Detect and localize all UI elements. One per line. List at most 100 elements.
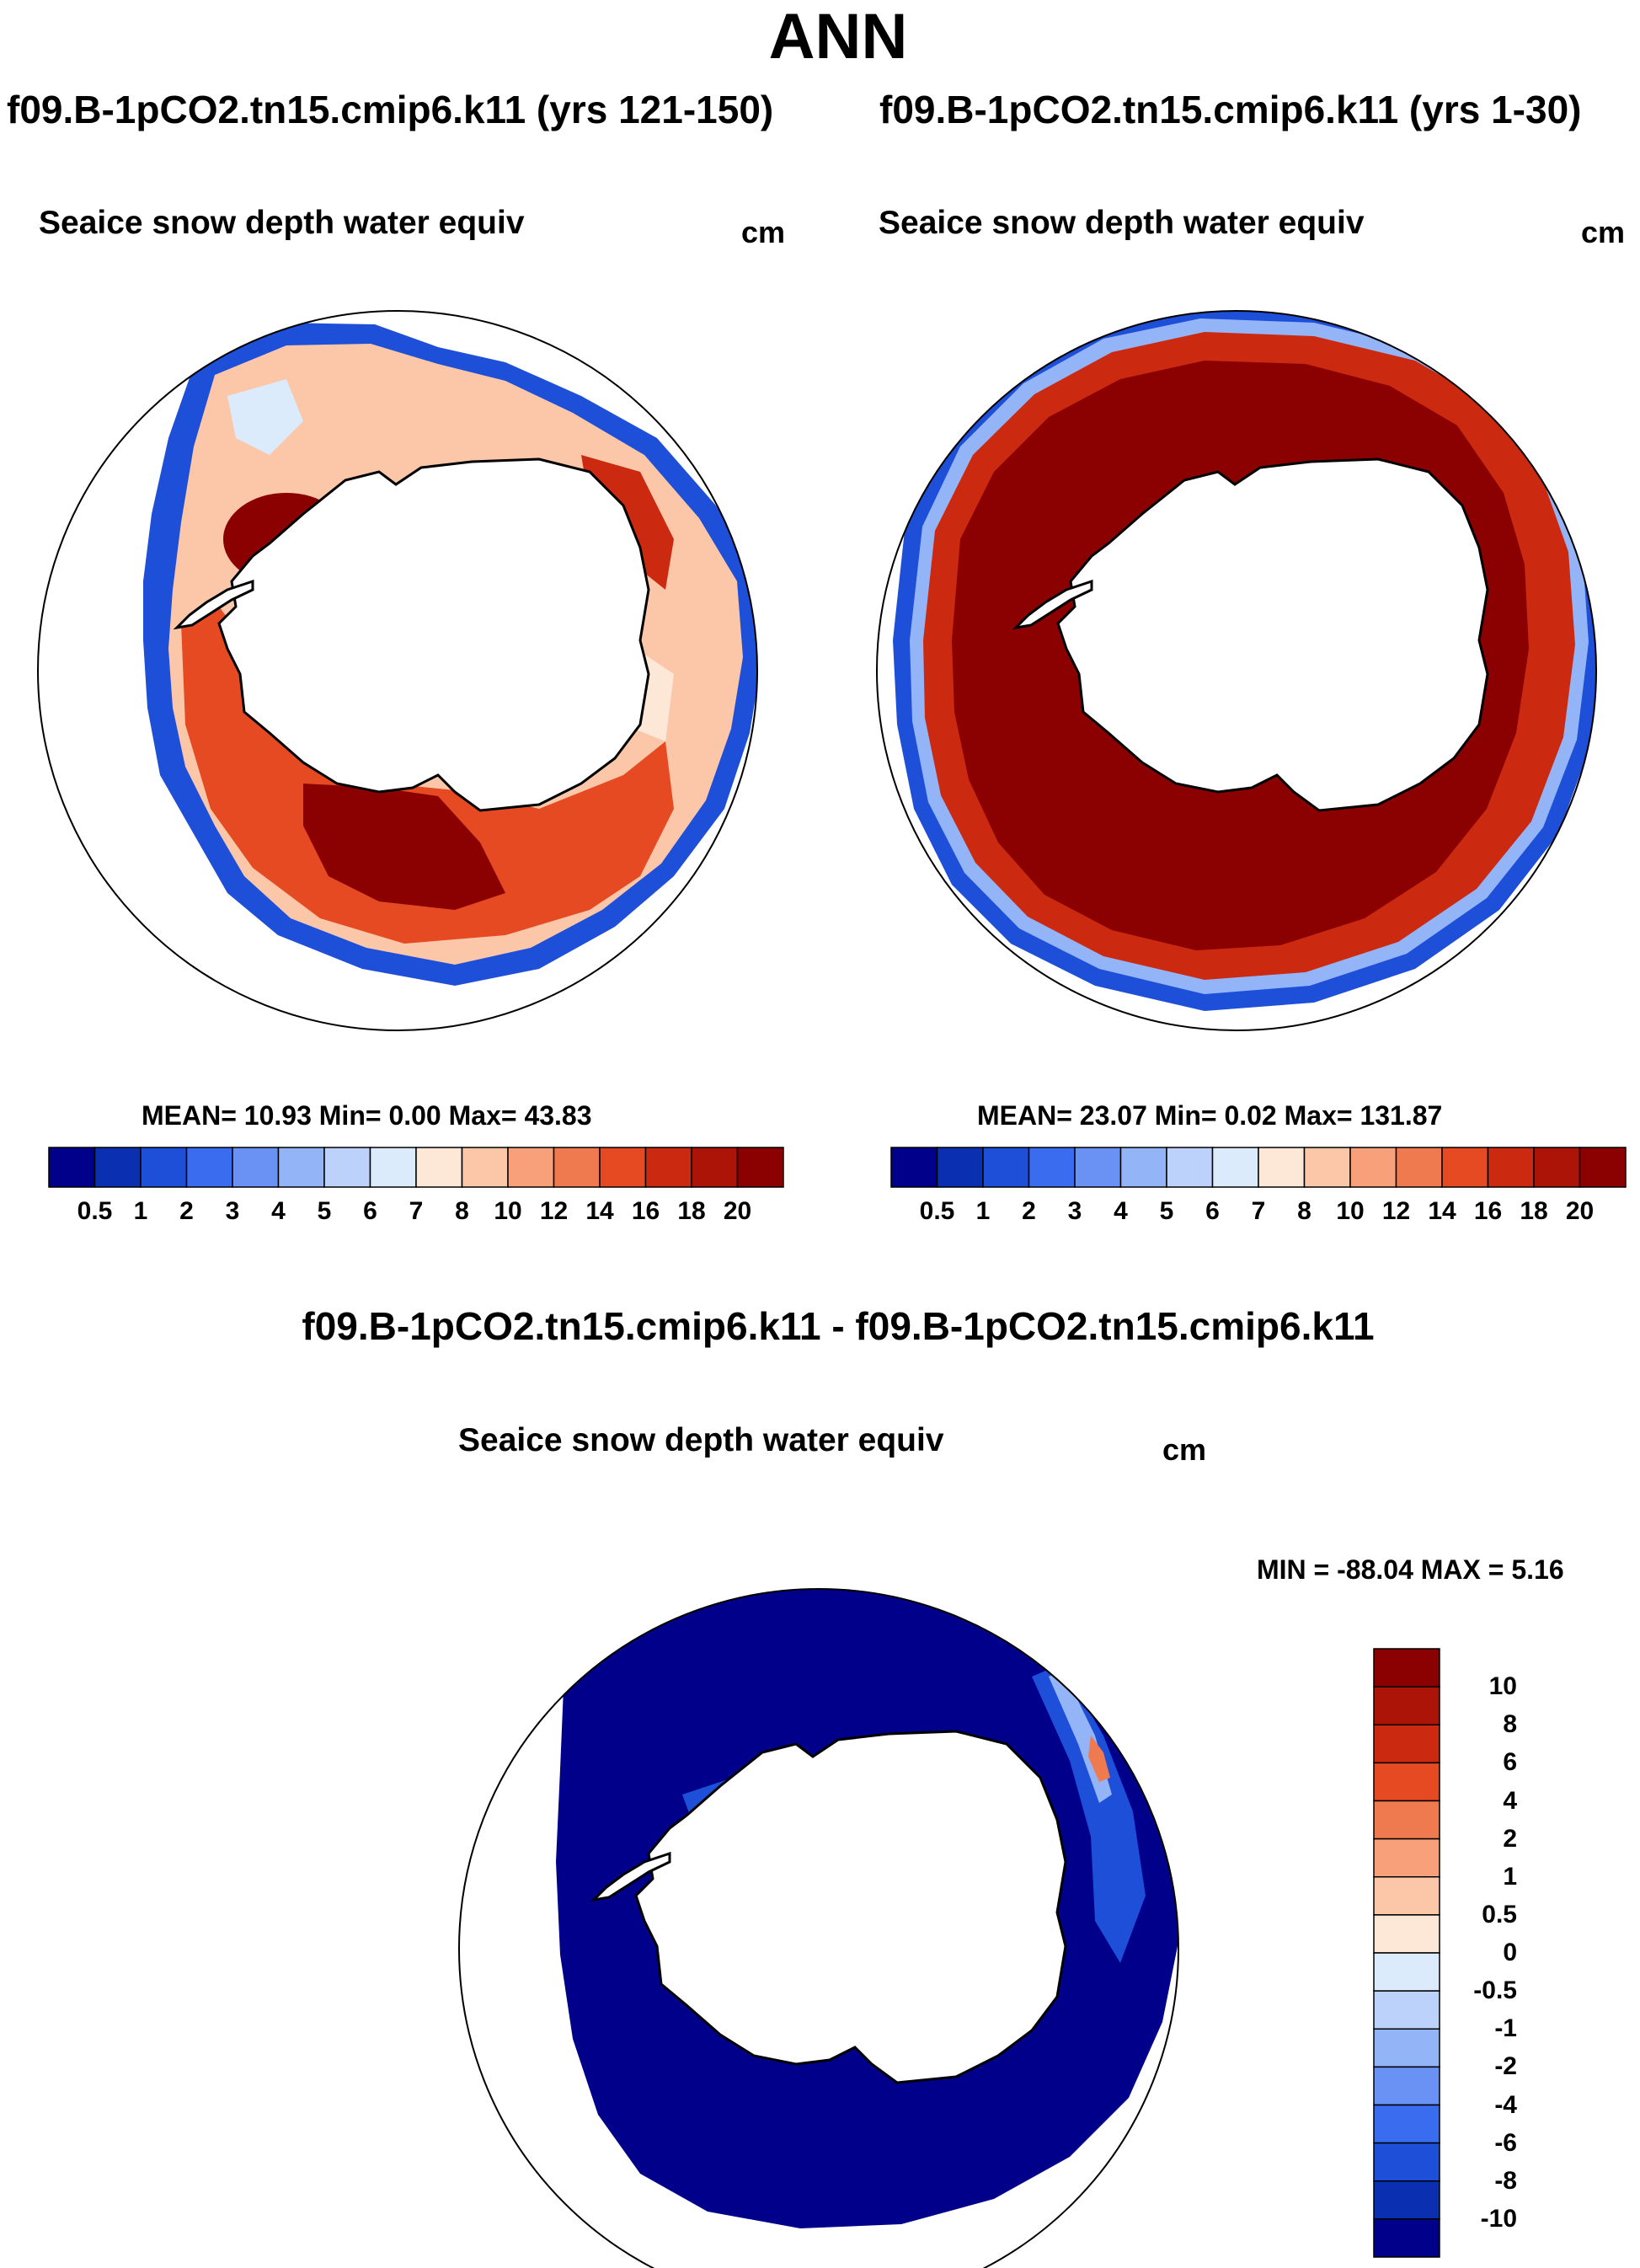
panel2-colorbar-tick-label: 7 [1251, 1197, 1266, 1225]
panel2-colorbar-box [1349, 1147, 1397, 1188]
panel2-colorbar-tick-label: 20 [1565, 1197, 1595, 1225]
panel3-diff-blue-streak [1032, 1664, 1146, 1963]
panel1-colorbar-box [415, 1147, 463, 1188]
panel2-colorbar-box [1303, 1147, 1351, 1188]
panel1-colorbar-box [140, 1147, 188, 1188]
panel3-antarctic-peninsula [590, 1851, 671, 1902]
panel1-case-title: f09.B-1pCO2.tn15.cmip6.k11 (yrs 121-150) [7, 88, 774, 131]
panel3-colorbar-box [1373, 2180, 1440, 2220]
panel2-colorbar-tick-label: 8 [1297, 1197, 1311, 1225]
panel2-colorbar-tick-label: 1 [975, 1197, 991, 1225]
panel3-colorbar-tick-label: 8 [1503, 1710, 1517, 1739]
panel2-antarctica [1056, 457, 1489, 812]
panel3-colorbar-tick-label: 6 [1503, 1748, 1517, 1777]
panel1-colorbar-tick-label: 14 [585, 1197, 614, 1225]
panel2-colorbar [890, 1147, 1627, 1188]
panel1-colorbar-box [736, 1147, 784, 1188]
panel2-units: cm [1581, 215, 1626, 249]
panel1-colorbar-box [323, 1147, 371, 1188]
panel1-colorbar-box [553, 1147, 601, 1188]
panel1-colorbar-tick-label: 7 [409, 1197, 424, 1225]
panel3-map-boundary [458, 1588, 1179, 2268]
panel2-colorbar-box [1441, 1147, 1489, 1188]
panel2-colorbar-box [1533, 1147, 1581, 1188]
panel2-case-title: f09.B-1pCO2.tn15.cmip6.k11 (yrs 1-30) [879, 88, 1582, 131]
panel1-colorbar-tick-label: 20 [723, 1197, 752, 1225]
panel2-colorbar-box [1579, 1147, 1627, 1188]
panel2-colorbar-box [890, 1147, 938, 1188]
panel2-colorbar-box [1166, 1147, 1214, 1188]
panel2-colorbar-box [1258, 1147, 1306, 1188]
panel1-ice-red-lower [181, 607, 674, 944]
panel2-map-boundary [876, 310, 1597, 1031]
panel3-colorbar-tick-label: 1 [1503, 1862, 1517, 1891]
panel3-colorbar-tick-label: 0 [1503, 1939, 1517, 1966]
panel1-colorbar-tick-label: 10 [494, 1197, 522, 1225]
panel2-colorbar-tick-label: 18 [1520, 1197, 1548, 1225]
panel3-colorbar-box [1373, 1990, 1440, 2030]
panel1-ice-darkred-weddell [303, 784, 505, 910]
panel1-colorbar-tick-label: 16 [631, 1197, 660, 1225]
panel1-colorbar-box [644, 1147, 692, 1188]
panel2-colorbar-tick-label: 3 [1067, 1197, 1082, 1225]
panel1-colorbar-box [461, 1147, 509, 1188]
panel3-colorbar-tick-label: -8 [1494, 2166, 1517, 2195]
panel2-colorbar-tick-label: 4 [1114, 1197, 1128, 1225]
panel3-colorbar-box [1373, 1762, 1440, 1802]
panel3-colorbar-tick-label: -2 [1494, 2052, 1517, 2081]
panel3-colorbar-box [1373, 1724, 1440, 1764]
panel1-map-boundary [37, 310, 758, 1031]
panel2-colorbar-tick-label: 10 [1336, 1197, 1365, 1225]
panel1-colorbar-box [599, 1147, 647, 1188]
panel1-ice-pale-patch [227, 379, 303, 455]
panel2-colorbar-tick-label: 2 [1022, 1197, 1036, 1225]
panel3-diff-warm-spot [1088, 1736, 1110, 1782]
panel2-colorbar-box [936, 1147, 984, 1188]
panel1-colorbar-box [691, 1147, 739, 1188]
panel2-colorbar-box [1395, 1147, 1443, 1188]
panel2-stats: MEAN= 23.07 Min= 0.02 Max= 131.87 [977, 1100, 1443, 1131]
panel1-colorbar-tick-label: 6 [363, 1197, 377, 1225]
panel3-colorbar-tick-label: -6 [1494, 2128, 1517, 2157]
panel1-var-title: Seaice snow depth water equiv [39, 205, 525, 241]
panel1-colorbar-box [232, 1147, 280, 1188]
panel3-colorbar-box [1373, 1876, 1440, 1916]
panel3-colorbar-box [1373, 1952, 1440, 1992]
panel3-colorbar-tick-label: -1 [1494, 2014, 1517, 2043]
panel1-colorbar-tick-label: 1 [133, 1197, 148, 1225]
panel1-stats: MEAN= 10.93 Min= 0.00 Max= 43.83 [142, 1100, 592, 1131]
panel1-colorbar-tick-label: 4 [271, 1197, 286, 1225]
panel3-colorbar [1373, 1648, 1440, 2258]
panel3-colorbar-box [1373, 1648, 1440, 1688]
panel3-colorbar-box [1373, 2142, 1440, 2182]
panel3-units: cm [1162, 1432, 1207, 1467]
panel2-colorbar-box [1028, 1147, 1076, 1188]
panel1-colorbar-box [93, 1147, 142, 1188]
panel1-colorbar-box [48, 1147, 96, 1188]
panel2-colorbar-box [982, 1147, 1030, 1188]
panel3-colorbar-tick-label: 0.5 [1482, 1900, 1517, 1928]
panel3-colorbar-tick-label: 2 [1503, 1824, 1517, 1853]
panel1-antarctic-peninsula [173, 579, 254, 630]
panel1-colorbar-tick-label: 2 [179, 1197, 194, 1225]
panel2-map [876, 310, 1597, 1031]
panel3-colorbar-box [1373, 2218, 1440, 2258]
panel2-colorbar-box [1211, 1147, 1259, 1188]
panel2-colorbar-tick-label: 16 [1473, 1197, 1503, 1225]
panel1-colorbar-box [369, 1147, 417, 1188]
panel1-colorbar-tick-label: 0.5 [77, 1197, 113, 1225]
panel1-colorbar-tick-label: 8 [455, 1197, 469, 1225]
panel3-map [458, 1588, 1179, 2268]
panel1-colorbar-tick-label: 3 [225, 1197, 240, 1225]
panel3-colorbar-tick-label: -0.5 [1473, 1976, 1517, 2005]
panel2-colorbar-tick-label: 6 [1205, 1197, 1220, 1225]
panel3-colorbar-box [1373, 1800, 1440, 1840]
panel3-colorbar-box [1373, 2028, 1440, 2068]
panel2-colorbar-tick-label: 0.5 [919, 1197, 955, 1225]
panel3-colorbar-box [1373, 1837, 1440, 1878]
panel3-colorbar-tick-label: -4 [1494, 2090, 1517, 2119]
panel2-colorbar-box [1487, 1147, 1535, 1188]
panel3-colorbar-tick-label: -10 [1480, 2204, 1517, 2233]
panel2-colorbar-tick-label: 5 [1159, 1197, 1174, 1225]
panel1-colorbar [48, 1147, 784, 1188]
